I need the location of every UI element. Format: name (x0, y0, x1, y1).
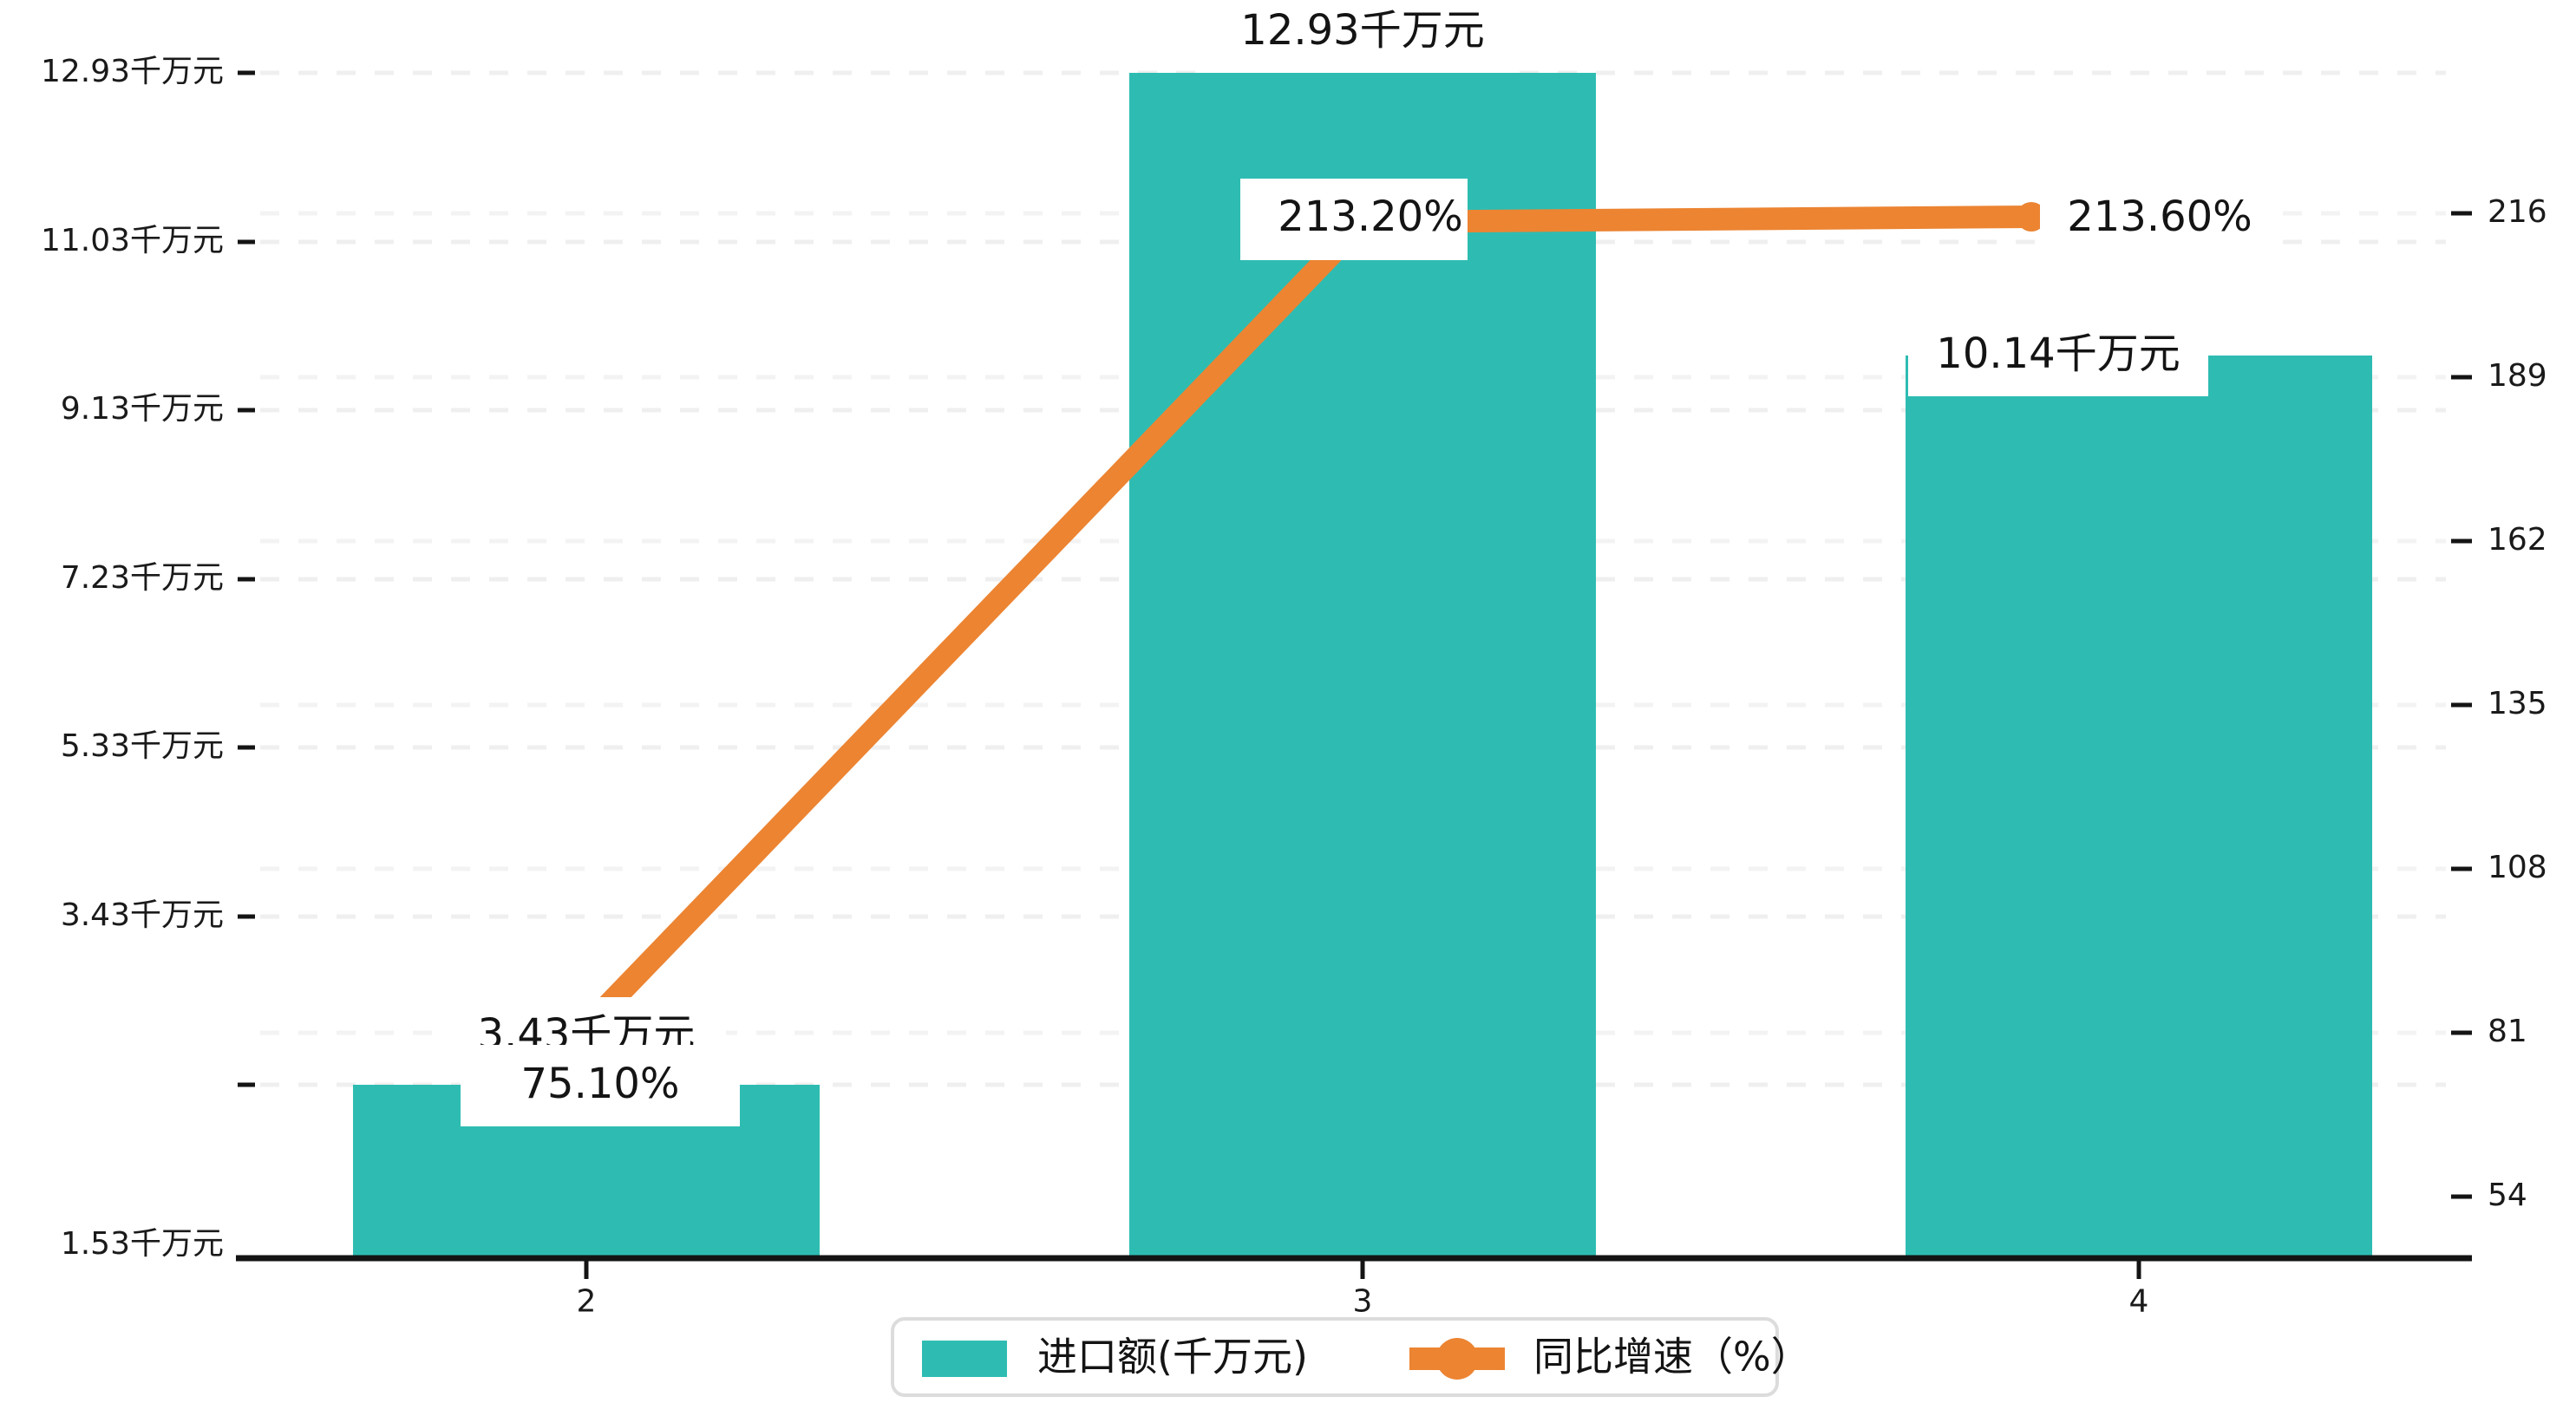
right-axis-tick-label: 216 (2488, 194, 2547, 230)
line-value-label-2: 75.10% (520, 1060, 679, 1108)
legend: 进口额(千万元) 同比增速（%） (891, 1317, 1811, 1397)
right-axis-tick-label: 108 (2488, 850, 2547, 885)
right-axis-tick-label: 189 (2488, 358, 2547, 394)
x-axis-tick-label: 4 (2129, 1284, 2149, 1320)
legend-swatch-square-icon (922, 1341, 1007, 1377)
line-value-label-3: 213.20% (1278, 192, 1463, 241)
bar-value-label-4: 10.14千万元 (1936, 330, 2180, 378)
right-axis-tick-label: 81 (2488, 1014, 2527, 1049)
right-axis-tick-label: 135 (2488, 686, 2547, 721)
left-axis-tick-label: 3.43千万元 (61, 897, 224, 933)
line-value-label-4: 213.60% (2067, 192, 2252, 241)
x-axis-tick-label: 2 (577, 1284, 597, 1320)
bar-label-bg-3 (1213, 0, 1513, 73)
line-marker-category-4[interactable] (2017, 202, 2046, 232)
left-axis-tick-label: 1.53千万元 (61, 1226, 224, 1262)
legend-item-import-amount[interactable]: 进口额(千万元) (922, 1334, 1308, 1380)
bar-label-bg-4 (1908, 316, 2208, 396)
x-axis: 2 3 4 (236, 1255, 2472, 1320)
bar-value-label-3: 12.93千万元 (1240, 6, 1484, 55)
left-axis: 12.93千万元 11.03千万元 9.13千万元 7.23千万元 5.33千万… (41, 54, 255, 1262)
line-label-bg-3 (1240, 179, 1468, 260)
left-axis-tick-label: 7.23千万元 (61, 560, 224, 596)
bar-category-4[interactable] (1906, 356, 2372, 1258)
left-axis-tick-label: 11.03千万元 (41, 223, 224, 258)
legend-box (891, 1317, 1779, 1397)
line-label-bg-2 (461, 1045, 740, 1126)
x-axis-tick-label: 3 (1353, 1284, 1373, 1320)
left-axis-tick-label: 9.13千万元 (61, 391, 224, 427)
line-label-bg-4 (2040, 179, 2269, 260)
legend-dot-icon (1436, 1338, 1478, 1380)
legend-label: 进口额(千万元) (1037, 1334, 1308, 1380)
bar-value-labels: 3.43千万元 12.93千万元 10.14千万元 (447, 0, 2208, 1073)
bar-category-3[interactable] (1129, 73, 1596, 1258)
line-value-labels: 75.10% 213.20% 213.60% (461, 179, 2269, 1126)
right-axis-tick-label: 162 (2488, 522, 2547, 558)
left-axis-tick-label: 5.33千万元 (61, 728, 224, 764)
right-axis-tick-label: 54 (2488, 1178, 2527, 1213)
right-axis: 216 189 162 135 108 81 54 (2451, 194, 2547, 1213)
legend-item-yoy-growth[interactable]: 同比增速（%） (1409, 1334, 1811, 1380)
legend-label: 同比增速（%） (1533, 1334, 1811, 1380)
left-axis-tick-label: 12.93千万元 (41, 54, 224, 89)
bar-series (353, 73, 2372, 1258)
